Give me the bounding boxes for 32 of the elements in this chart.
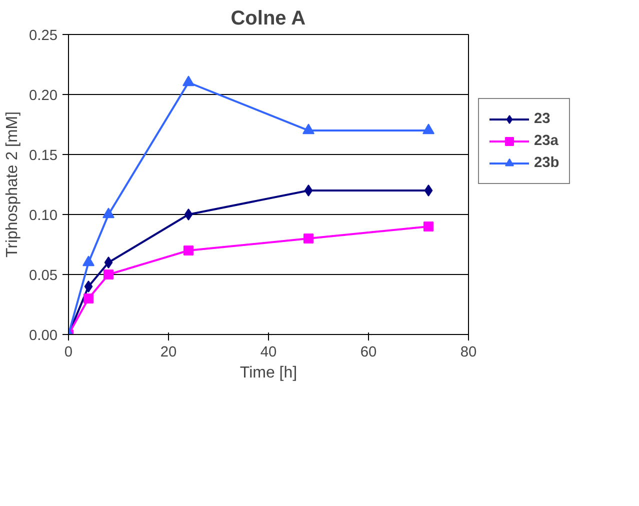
y-tick-label: 0.10 (28, 208, 58, 224)
point (424, 222, 434, 232)
point (184, 208, 193, 220)
point (82, 256, 94, 266)
y-tick-label: 0.25 (28, 28, 58, 44)
point (84, 280, 93, 292)
point (302, 124, 314, 134)
x-tick-label: 40 (260, 344, 277, 360)
point (304, 184, 313, 196)
chart-title: Colne A (230, 8, 306, 30)
point (102, 208, 114, 218)
y-tick-label: 0.05 (28, 268, 58, 284)
point (304, 234, 314, 244)
point (422, 124, 434, 134)
point (104, 256, 113, 268)
legend-label: 23a (534, 133, 558, 149)
point (104, 270, 114, 280)
x-tick-label: 20 (160, 344, 177, 360)
y-axis-title: Triphosphate 2 [mM] (4, 111, 21, 258)
y-tick-label: 0.15 (28, 148, 58, 164)
point (424, 184, 433, 196)
x-tick-label: 80 (460, 344, 477, 360)
point (182, 76, 194, 86)
point (184, 246, 194, 256)
y-tick-label: 0.20 (28, 88, 58, 104)
x-tick-label: 60 (360, 344, 377, 360)
legend-label: 23 (534, 111, 552, 127)
x-tick-label: 0 (64, 344, 73, 360)
point (84, 294, 94, 304)
x-axis-title: Time [h] (240, 364, 298, 382)
y-tick-label: 0.00 (28, 328, 58, 344)
legend-label: 23b (534, 155, 560, 171)
